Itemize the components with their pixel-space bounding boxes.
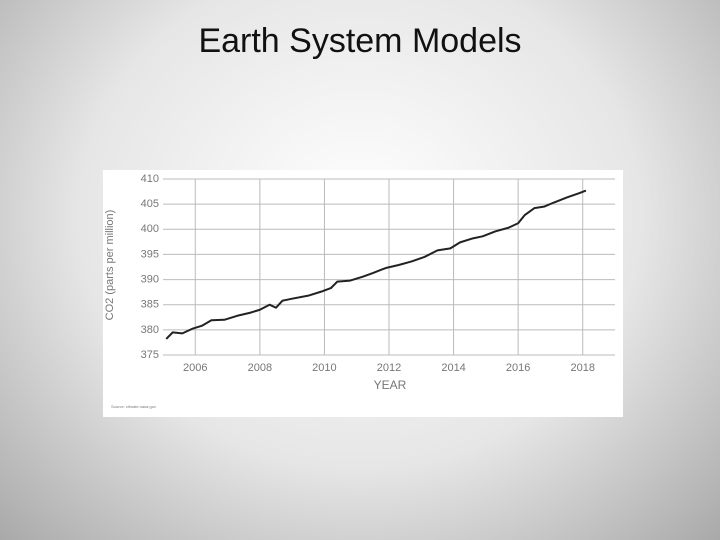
x-tick-label: 2012 bbox=[377, 362, 401, 374]
slide-title: Earth System Models bbox=[198, 22, 522, 60]
x-tick-label: 2016 bbox=[506, 362, 530, 374]
y-tick-label: 385 bbox=[141, 299, 159, 311]
x-tick-label: 2018 bbox=[570, 362, 594, 374]
x-tick-label: 2014 bbox=[441, 362, 465, 374]
x-tick-label: 2008 bbox=[248, 362, 272, 374]
x-tick-label: 2006 bbox=[183, 362, 207, 374]
y-tick-label: 400 bbox=[141, 223, 159, 235]
source: Source: climate.nasa.gov bbox=[111, 404, 156, 409]
x-tick-label: 2010 bbox=[312, 362, 336, 374]
data-line bbox=[165, 189, 587, 340]
y-tick-label: 380 bbox=[141, 324, 159, 336]
y-tick-label: 410 bbox=[141, 173, 159, 185]
y-tick-label: 395 bbox=[141, 248, 159, 260]
y-axis-label: CO2 (parts per million) bbox=[104, 210, 116, 321]
y-tick-label: 390 bbox=[141, 273, 159, 285]
chart: YEAR CO2 (parts per million) Source: cli… bbox=[103, 170, 623, 417]
chart-background bbox=[103, 170, 623, 417]
y-tick-label: 405 bbox=[141, 198, 159, 210]
x-axis-label: YEAR bbox=[374, 378, 407, 392]
y-tick-label: 375 bbox=[141, 349, 159, 361]
